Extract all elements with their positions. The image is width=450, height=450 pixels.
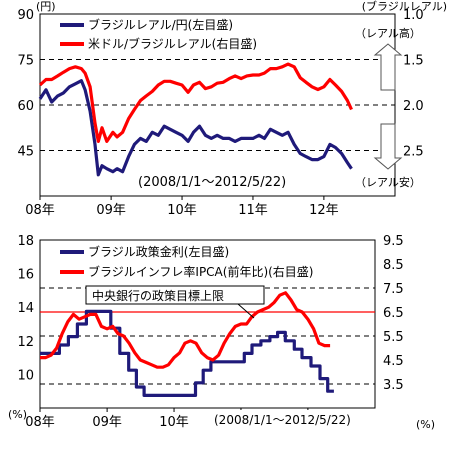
- down-arrow-icon: [373, 123, 403, 170]
- top-right-tick-label: 1.0: [403, 8, 424, 23]
- bottom-right-tick-label: 8.5: [383, 258, 404, 273]
- bottom-series: [40, 291, 334, 397]
- top-left-tick-label: 45: [17, 145, 34, 160]
- top-left-tick-label: 75: [17, 54, 34, 69]
- bottom-left-tick-label: 14: [17, 301, 34, 316]
- bottom-series-line-1: [40, 291, 331, 369]
- top-right-ticks: 1.0 1.5 2.0 2.5: [403, 8, 424, 160]
- bottom-right-tick-label: 4.5: [383, 354, 404, 369]
- top-right-tick-label: 2.0: [403, 99, 424, 114]
- bottom-left-tick-label: 18: [17, 234, 34, 249]
- target-label-box: [85, 285, 265, 305]
- bottom-right-tick-label: 7.5: [383, 282, 404, 297]
- bottom-right-tick-label: 5.5: [383, 330, 404, 345]
- top-series-line-1: [38, 62, 353, 143]
- top-x-tick-label: 09年: [96, 203, 126, 218]
- bottom-left-tick-label: 16: [17, 268, 34, 283]
- top-x-tick-label: 10年: [167, 203, 197, 218]
- annotation-real-down: （レアル安）: [355, 175, 421, 189]
- top-x-tick-label: 08年: [25, 203, 55, 218]
- top-x-ticks: 08年 09年 10年 11年 12年: [25, 196, 339, 218]
- top-period-bg: [130, 172, 300, 190]
- top-series-line-0: [38, 79, 353, 177]
- bottom-legend-bg: [56, 243, 356, 283]
- legend-label-policy-rate: ブラジル政策金利(左目盛): [88, 244, 229, 259]
- bottom-left-unit: (%): [8, 408, 27, 421]
- annotation-real-up: （レアル高）: [355, 26, 421, 40]
- bottom-series-line-0: [40, 309, 334, 397]
- bottom-right-tick-label: 9.5: [383, 234, 404, 249]
- bottom-right-ticks: 3.5 4.5 5.5 6.5 7.5 8.5 9.5: [383, 234, 404, 393]
- top-legend: ブラジルレアル/円(左目盛) 米ドル/ブラジルレアル(右目盛): [56, 16, 257, 54]
- legend-label-real-yen: ブラジルレアル/円(左目盛): [88, 17, 233, 32]
- bottom-x-tick-label: 09年: [92, 415, 122, 430]
- bottom-left-tick-label: 10: [17, 368, 34, 383]
- bottom-legend: ブラジル政策金利(左目盛) ブラジルインフレ率IPCA(前年比)(右目盛): [56, 243, 356, 283]
- bottom-right-tick-label: 3.5: [383, 378, 404, 393]
- bottom-x-tick-label: 08年: [25, 415, 55, 430]
- top-left-ticks: 45 60 75 90: [17, 8, 34, 160]
- bottom-period-bg: [210, 410, 370, 428]
- top-legend-bg: [56, 16, 248, 54]
- bottom-chart: 10 12 14 16 18 3.5 4.5 5.5 6.5 7.5 8.5 9.5 08年 09年 1…: [8, 234, 435, 431]
- target-leader-line: [237, 303, 255, 319]
- bottom-plot-frame: [39, 239, 376, 409]
- bottom-period-label: (2008/1/1～2012/5/22): [214, 413, 351, 427]
- bottom-right-tick-label: 6.5: [383, 306, 404, 321]
- bottom-left-tick-label: 12: [17, 335, 34, 350]
- top-right-tick-label: 1.5: [403, 54, 424, 69]
- bottom-right-unit: (%): [416, 418, 435, 431]
- top-series: [38, 62, 353, 177]
- top-left-unit: (円): [36, 0, 56, 13]
- bottom-x-tick-label: 10年: [159, 415, 189, 430]
- up-arrow-icon: [373, 43, 403, 91]
- top-right-unit: (ブラジルレアル): [362, 0, 447, 13]
- legend-label-ipca: ブラジルインフレ率IPCA(前年比)(右目盛): [88, 264, 314, 279]
- target-label: 中央銀行の政策目標上限: [92, 288, 224, 303]
- top-left-tick-label: 60: [17, 99, 34, 114]
- top-right-tick-label: 2.5: [403, 145, 424, 160]
- top-x-tick-label: 11年: [238, 203, 268, 218]
- top-period-label: (2008/1/1～2012/5/22): [138, 175, 286, 190]
- top-left-tick-label: 90: [17, 8, 34, 23]
- top-x-tick-label: 12年: [309, 203, 339, 218]
- bottom-left-ticks: 10 12 14 16 18: [17, 234, 34, 383]
- legend-label-usd-real: 米ドル/ブラジルレアル(右目盛): [88, 36, 257, 51]
